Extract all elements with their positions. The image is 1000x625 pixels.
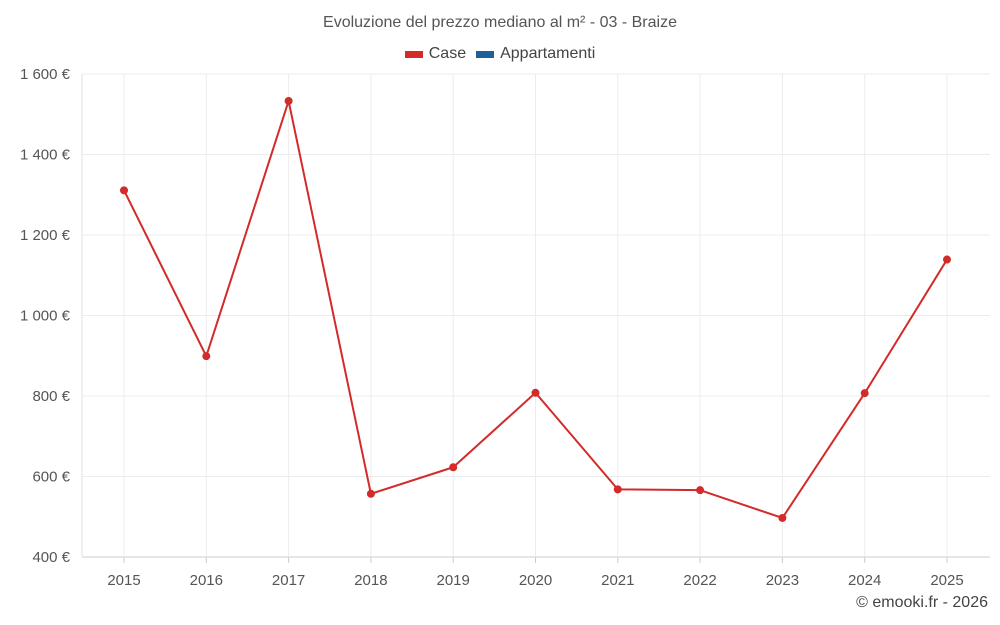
data-point-2019[interactable] bbox=[449, 463, 458, 472]
x-tick-label: 2023 bbox=[766, 572, 799, 589]
y-tick-label: 1 400 € bbox=[20, 147, 71, 164]
y-tick-label: 800 € bbox=[32, 388, 70, 405]
y-axis: 400 € 600 € 800 € 1 000 € 1 200 € 1 400 € 1 60… bbox=[20, 66, 71, 566]
legend-item-case[interactable]: Case bbox=[404, 45, 467, 63]
x-tick-label: 2018 bbox=[354, 572, 387, 589]
grid bbox=[81, 73, 990, 558]
x-tick-label: 2024 bbox=[848, 572, 881, 589]
data-point-2018[interactable] bbox=[366, 489, 375, 498]
data-point-2020[interactable] bbox=[531, 388, 540, 397]
y-tick-label: 400 € bbox=[32, 549, 70, 566]
data-point-2016[interactable] bbox=[202, 352, 211, 361]
x-tick-label: 2017 bbox=[272, 572, 305, 589]
data-point-2023[interactable] bbox=[778, 513, 787, 522]
data-point-2022[interactable] bbox=[696, 486, 705, 495]
x-tick-label: 2021 bbox=[601, 572, 634, 589]
data-point-2021[interactable] bbox=[613, 485, 622, 494]
y-tick-label: 1 600 € bbox=[20, 66, 71, 83]
data-point-2024[interactable] bbox=[860, 389, 869, 398]
x-tick-label: 2022 bbox=[683, 572, 716, 589]
chart-title: Evoluzione del prezzo mediano al m² - 03… bbox=[323, 14, 677, 31]
legend-label-case: Case bbox=[428, 45, 467, 62]
x-tick-label: 2020 bbox=[519, 572, 552, 589]
data-point-2017[interactable] bbox=[284, 96, 293, 105]
legend-item-appartamenti[interactable]: Appartamenti bbox=[476, 45, 595, 63]
y-tick-label: 1 200 € bbox=[20, 227, 71, 244]
y-tick-label: 1 000 € bbox=[20, 308, 71, 325]
x-axis: 2015 2016 2017 2018 2019 2020 2021 2022 2023 2024… bbox=[107, 557, 964, 589]
legend-swatch-appartamenti bbox=[476, 50, 495, 58]
data-point-2025[interactable] bbox=[943, 255, 951, 264]
y-tick-label: 600 € bbox=[32, 469, 70, 486]
x-tick-label: 2019 bbox=[437, 572, 470, 589]
series-layer bbox=[120, 96, 951, 522]
x-tick-label: 2016 bbox=[190, 572, 223, 589]
x-tick-label: 2025 bbox=[930, 572, 963, 589]
x-tick-label: 2015 bbox=[107, 572, 140, 589]
legend-label-appartamenti: Appartamenti bbox=[500, 45, 596, 62]
data-point-2015[interactable] bbox=[120, 186, 128, 195]
credit-text: © emooki.fr - 2026 bbox=[856, 594, 988, 611]
legend: Case Appartamenti bbox=[0, 45, 1000, 63]
legend-swatch-case bbox=[404, 50, 423, 58]
